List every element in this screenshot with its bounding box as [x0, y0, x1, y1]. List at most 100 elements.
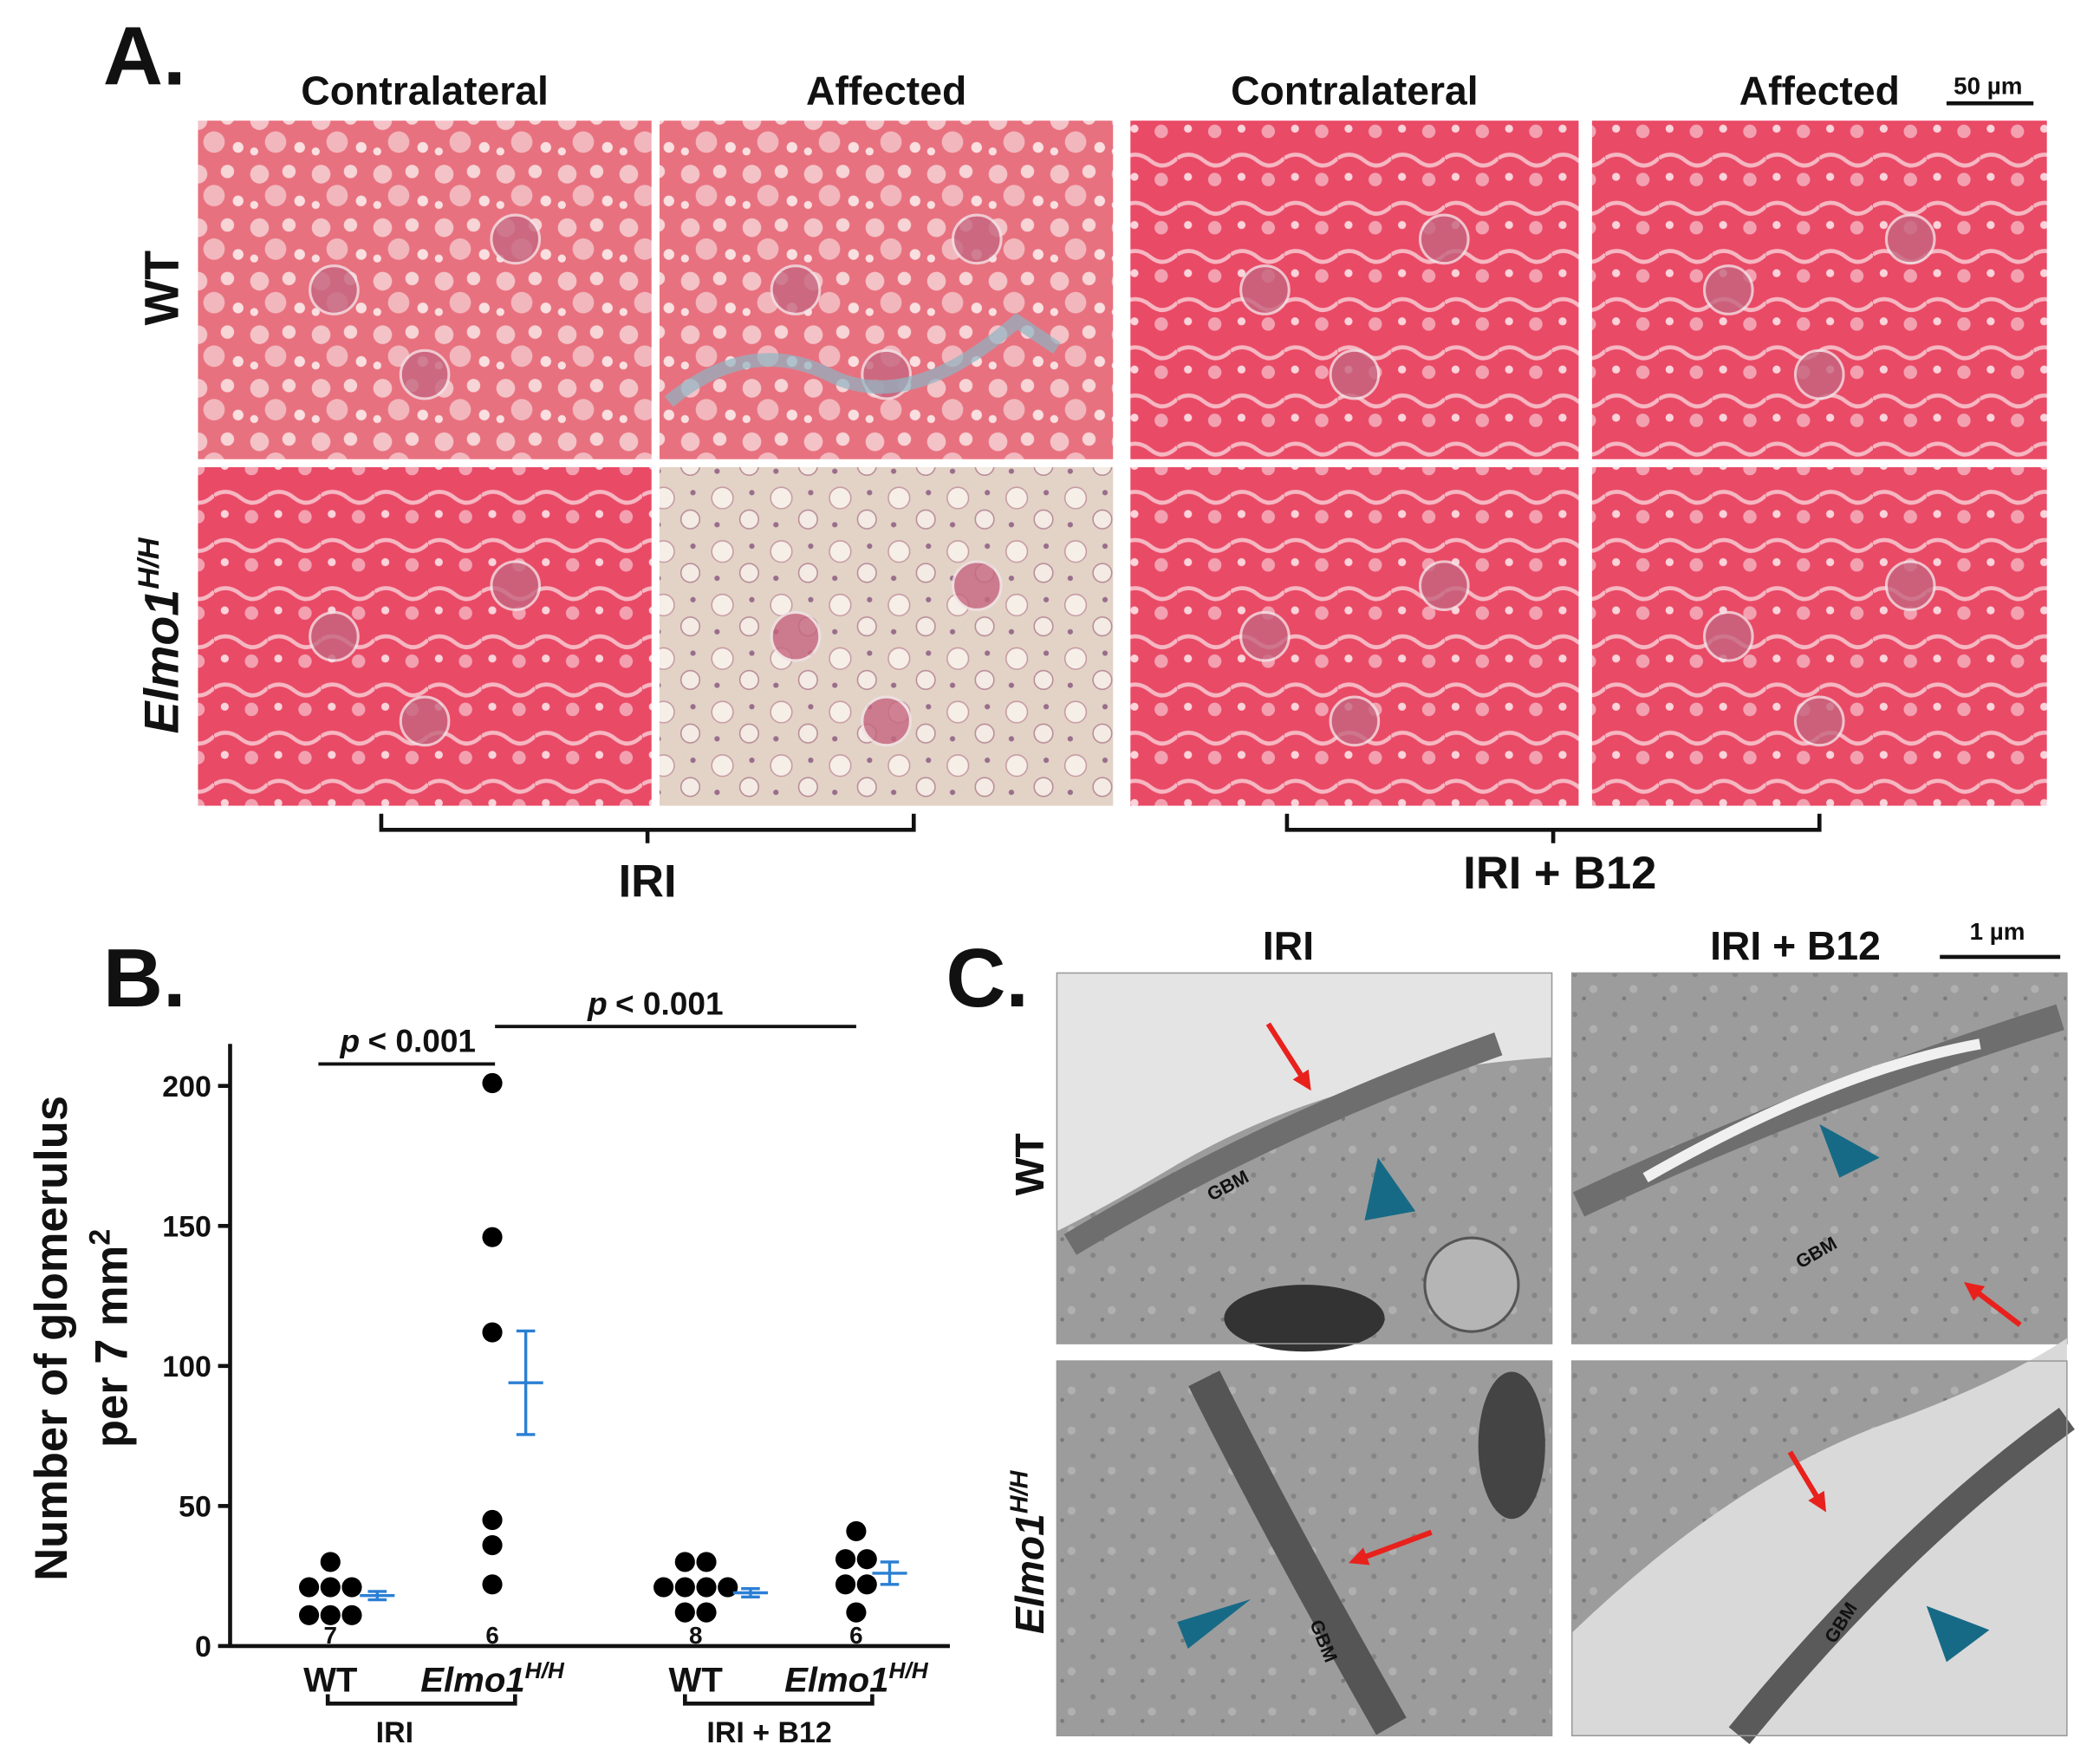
em-dark — [1478, 1371, 1545, 1520]
arrowhead — [1926, 1605, 1990, 1663]
glomerulus — [1793, 695, 1845, 747]
data-point — [298, 1577, 320, 1598]
gbm-band — [1063, 1032, 1503, 1255]
y-tick-label: 200 — [162, 1071, 211, 1103]
y-tick-label: 0 — [195, 1631, 211, 1663]
glomerulus — [861, 695, 912, 747]
arrowhead — [1177, 1598, 1252, 1649]
row-label-sup: H/H — [1005, 1469, 1033, 1513]
data-point — [846, 1602, 867, 1623]
y-axis-label-line: per 7 mm — [87, 1246, 138, 1448]
column-header: Affected — [1739, 68, 1900, 114]
glomerulus — [490, 213, 542, 265]
data-point — [835, 1574, 856, 1595]
column-header: Contralateral — [301, 68, 549, 114]
micrograph — [659, 466, 1114, 806]
glomerulus — [1329, 695, 1381, 747]
glomerulus — [1702, 610, 1754, 662]
row-label-text: WT — [1007, 1133, 1052, 1195]
group-label: IRI + B12 — [706, 1716, 831, 1749]
red-arrow-head — [1963, 1282, 1986, 1302]
glomerulus — [1418, 213, 1470, 265]
micrograph — [1130, 120, 1579, 459]
x-tick-label: Elmo1H/H — [420, 1657, 565, 1699]
glomerulus — [951, 560, 1003, 612]
y-axis-label: Number of glomerulus — [26, 1096, 77, 1581]
red-arrow — [1973, 1287, 2022, 1327]
data-point — [696, 1552, 717, 1572]
data-point — [718, 1577, 738, 1598]
data-point — [482, 1535, 503, 1556]
row-label-text: WT — [134, 251, 188, 325]
micrograph — [198, 120, 652, 459]
x-tick-label-text: WT — [668, 1660, 723, 1699]
micrograph — [198, 466, 652, 806]
glomerulus — [1884, 213, 1936, 265]
mean-sem — [360, 1590, 395, 1602]
n-label: 7 — [324, 1622, 337, 1649]
column-header: Contralateral — [1231, 68, 1479, 114]
n-label: 6 — [485, 1622, 498, 1649]
data-point — [696, 1602, 717, 1623]
glomerulus — [309, 264, 360, 316]
bracket — [379, 813, 916, 843]
row-label: WT — [134, 251, 188, 325]
y-axis-label: per 7 mm2 — [84, 1229, 138, 1448]
data-point — [482, 1574, 503, 1595]
red-arrow — [1787, 1450, 1822, 1502]
x-tick-label: Elmo1H/H — [784, 1657, 929, 1699]
glomerulus — [399, 348, 451, 400]
em-frame — [1056, 1360, 1553, 1737]
micrograph — [1130, 466, 1579, 806]
em-cell — [1423, 1236, 1520, 1333]
micrograph — [659, 120, 1114, 459]
scale-bar-label: 1 µm — [1970, 918, 2025, 945]
y-tick-label: 150 — [162, 1211, 211, 1244]
group-label: IRI + B12 — [1463, 848, 1656, 899]
row-label-text: Elmo1 — [134, 589, 188, 734]
panel-label: C. — [946, 932, 1029, 1025]
data-point — [856, 1574, 877, 1595]
data-point — [482, 1072, 503, 1094]
x-tick-label-text: Elmo1 — [784, 1660, 888, 1699]
glomerulus — [1702, 264, 1754, 316]
micrograph — [1591, 120, 2047, 459]
glomerulus — [1793, 348, 1845, 400]
scale-bar-label: 50 µm — [1954, 72, 2022, 99]
mean-sem — [872, 1560, 907, 1586]
glomerulus — [399, 695, 451, 747]
row-label: Elmo1H/H — [1005, 1469, 1052, 1634]
data-point — [674, 1602, 695, 1623]
gbm-band — [1572, 1004, 2064, 1217]
x-tick-label-text: Elmo1 — [420, 1660, 524, 1699]
row-label-text: Elmo1 — [1007, 1513, 1052, 1634]
column-header: Affected — [806, 68, 966, 114]
data-point — [320, 1552, 341, 1572]
red-arrow-head — [1292, 1069, 1311, 1091]
data-point — [320, 1577, 341, 1598]
bracket — [325, 1694, 517, 1706]
gbm-band — [1728, 1407, 2075, 1745]
data-point — [482, 1509, 503, 1531]
data-point — [846, 1520, 867, 1542]
em-frame — [1570, 972, 2068, 1344]
arrowhead — [1364, 1157, 1416, 1221]
data-point — [653, 1577, 674, 1598]
em-dark — [1224, 1285, 1385, 1352]
x-tick-label: WT — [303, 1660, 358, 1699]
panel-label: B. — [103, 932, 186, 1025]
micrograph — [1591, 466, 2047, 806]
row-label: Elmo1H/H — [133, 537, 188, 733]
significance-text: < 0.001 — [367, 1023, 476, 1059]
data-point — [482, 1322, 503, 1343]
y-tick-label: 100 — [162, 1351, 211, 1383]
significance-symbol: p — [340, 1023, 361, 1059]
significance-text: < 0.001 — [615, 985, 724, 1021]
group-label: IRI — [376, 1716, 413, 1749]
row-label-sup: H/H — [133, 537, 166, 589]
x-tick-label: WT — [668, 1660, 723, 1699]
data-point — [341, 1577, 362, 1598]
x-tick-label-sup: H/H — [525, 1657, 565, 1683]
y-axis-label-sup: 2 — [84, 1229, 117, 1246]
